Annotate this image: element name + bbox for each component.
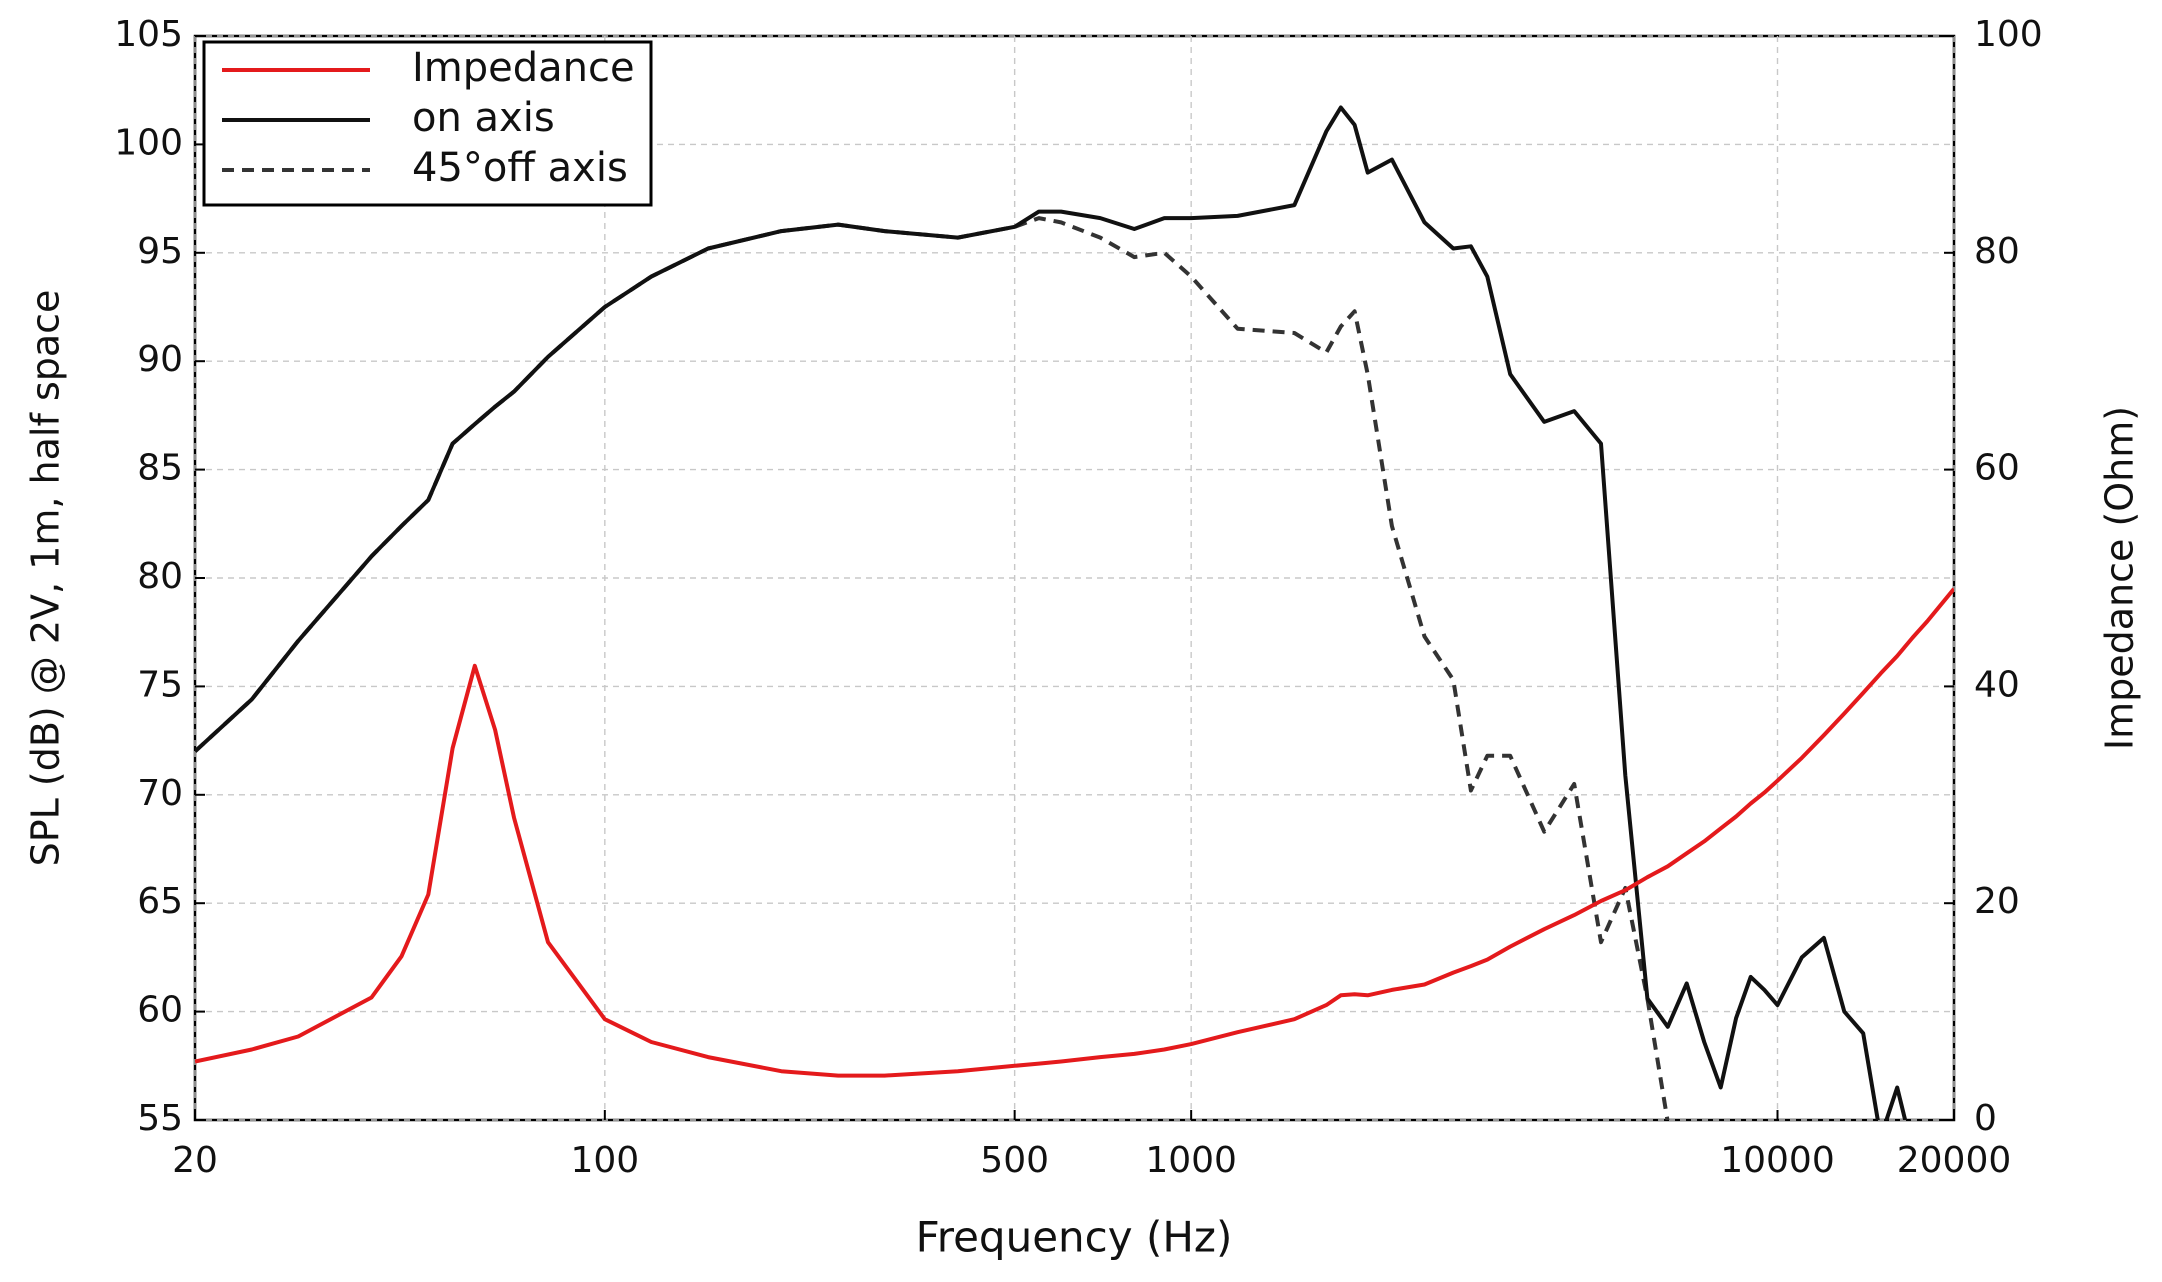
x-tick-label: 100 [570, 1140, 639, 1181]
y-tick-label: 75 [137, 664, 183, 705]
y-tick-label: 55 [137, 1098, 183, 1139]
x-tick-label: 1000 [1145, 1140, 1237, 1181]
y-tick-label: 60 [137, 990, 183, 1031]
series-line [195, 216, 1670, 1120]
y-tick-label: 90 [137, 339, 183, 380]
y-axis-label: SPL (dB) @ 2V, 1m, half space [24, 290, 68, 867]
y-tick-label: 105 [114, 14, 183, 55]
y2-tick-label: 60 [1974, 448, 2020, 489]
y2-tick-label: 0 [1974, 1098, 1997, 1139]
y-tick-label: 70 [137, 773, 183, 814]
y-tick-label: 80 [137, 556, 183, 597]
y-tick-label: 95 [137, 231, 183, 272]
x-tick-label: 10000 [1720, 1140, 1835, 1181]
legend-label: 45°off axis [412, 145, 628, 191]
y2-tick-label: 40 [1974, 664, 2020, 705]
y-tick-label: 100 [114, 122, 183, 163]
series-layer [195, 105, 1954, 1120]
series-line [195, 587, 1954, 1078]
legend-label: on axis [412, 95, 555, 141]
y2-tick-label: 80 [1974, 231, 2020, 272]
y-tick-label: 85 [137, 448, 183, 489]
y2-tick-label: 20 [1974, 881, 2020, 922]
x-tick-label: 20 [172, 1140, 218, 1181]
x-tick-label: 20000 [1897, 1140, 2012, 1181]
y2-tick-label: 100 [1974, 14, 2043, 55]
y-tick-label: 65 [137, 881, 183, 922]
y2-axis-label: Impedance (Ohm) [2098, 406, 2142, 750]
series-line [195, 105, 1908, 1120]
legend-label: Impedance [412, 45, 635, 91]
x-tick-label: 500 [980, 1140, 1049, 1181]
x-axis-label: Frequency (Hz) [916, 1213, 1233, 1262]
